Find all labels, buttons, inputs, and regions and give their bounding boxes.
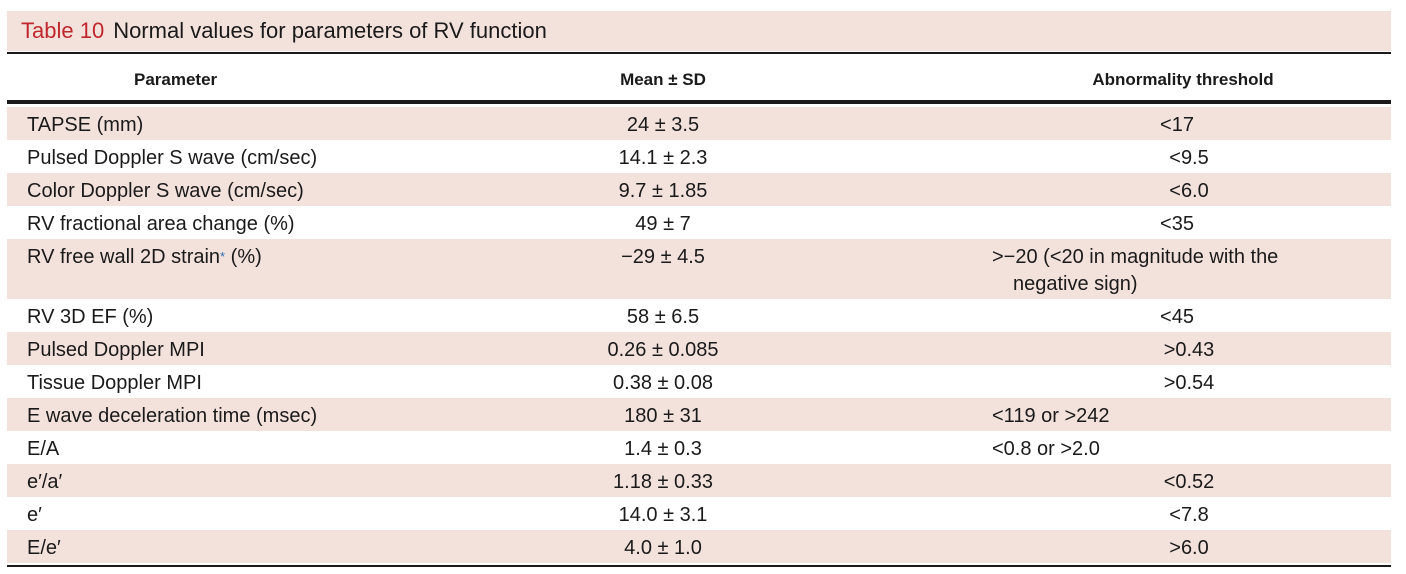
- table-label: Table 10: [21, 18, 105, 43]
- cell-threshold: >0.43: [1163, 339, 1215, 361]
- cell-mean-sd: 58 ± 6.5: [626, 306, 700, 328]
- cell-threshold: <0.52: [1163, 471, 1215, 493]
- cell-parameter: e′/a′: [27, 471, 63, 493]
- table-row: RV 3D EF (%) 58 ± 6.5 <45: [7, 299, 1391, 332]
- cell-parameter: RV free wall 2D strain* (%): [27, 245, 262, 269]
- table-title-bar: Table 10 Normal values for parameters of…: [7, 11, 1391, 51]
- header-rule: [7, 100, 1391, 104]
- cell-parameter: Color Doppler S wave (cm/sec): [27, 180, 304, 202]
- table-row: RV fractional area change (%) 49 ± 7 <35: [7, 206, 1391, 239]
- cell-threshold: >−20 (<20 in magnitude with the negative …: [992, 244, 1322, 298]
- cell-mean-sd: 49 ± 7: [635, 213, 691, 235]
- cell-threshold: <119 or >242: [992, 405, 1110, 427]
- cell-mean-sd: 180 ± 31: [624, 405, 702, 427]
- table-header-row: Parameter Mean ± SD Abnormality threshol…: [7, 56, 1391, 100]
- cell-parameter: Pulsed Doppler MPI: [27, 339, 205, 361]
- table-row: Pulsed Doppler S wave (cm/sec) 14.1 ± 2.…: [7, 140, 1391, 173]
- cell-threshold: <35: [1160, 213, 1194, 235]
- table-row: TAPSE (mm) 24 ± 3.5 <17: [7, 107, 1391, 140]
- cell-threshold: <6.0: [1169, 180, 1209, 202]
- cell-threshold: <45: [1160, 306, 1194, 328]
- table-row: Tissue Doppler MPI 0.38 ± 0.08 >0.54: [7, 365, 1391, 398]
- cell-parameter: E/A: [27, 438, 60, 460]
- cell-mean-sd: 0.38 ± 0.08: [613, 372, 713, 394]
- table-row: E/e′ 4.0 ± 1.0 >6.0: [7, 530, 1391, 563]
- cell-mean-sd: 0.26 ± 0.085: [607, 339, 719, 361]
- bottom-rule: [7, 565, 1391, 567]
- cell-threshold: >6.0: [1169, 537, 1209, 559]
- cell-mean-sd: 1.18 ± 0.33: [613, 471, 713, 493]
- cell-threshold: <17: [1160, 114, 1194, 136]
- table-row: RV free wall 2D strain* (%) −29 ± 4.5 >−…: [7, 239, 1391, 299]
- cell-mean-sd: 9.7 ± 1.85: [618, 180, 708, 202]
- cell-mean-sd: 4.0 ± 1.0: [624, 537, 702, 559]
- header-mean-sd: Mean ± SD: [620, 70, 706, 89]
- table-body: TAPSE (mm) 24 ± 3.5 <17 Pulsed Doppler S…: [7, 107, 1391, 563]
- cell-threshold: <0.8 or >2.0: [992, 438, 1100, 460]
- cell-mean-sd: 14.1 ± 2.3: [618, 147, 708, 169]
- cell-parameter: E wave deceleration time (msec): [27, 405, 318, 427]
- cell-threshold: <9.5: [1169, 147, 1209, 169]
- cell-parameter: RV 3D EF (%): [27, 306, 154, 328]
- cell-mean-sd: −29 ± 4.5: [621, 246, 705, 268]
- table-row: e′ 14.0 ± 3.1 <7.8: [7, 497, 1391, 530]
- cell-parameter: TAPSE (mm): [27, 114, 144, 136]
- table-row: E wave deceleration time (msec) 180 ± 31…: [7, 398, 1391, 431]
- cell-parameter: Tissue Doppler MPI: [27, 372, 202, 394]
- cell-threshold-line2: negative sign): [1013, 273, 1138, 295]
- table-row: E/A 1.4 ± 0.3 <0.8 or >2.0: [7, 431, 1391, 464]
- header-abnormality-threshold: Abnormality threshold: [1092, 70, 1274, 89]
- top-rule: [7, 52, 1391, 54]
- cell-parameter: RV fractional area change (%): [27, 213, 295, 235]
- cell-parameter-text: RV free wall 2D strain: [27, 246, 221, 268]
- cell-parameter: Pulsed Doppler S wave (cm/sec): [27, 147, 318, 169]
- cell-parameter: e′: [27, 504, 42, 526]
- table-row: e′/a′ 1.18 ± 0.33 <0.52: [7, 464, 1391, 497]
- cell-threshold-line1: >−20 (<20 in magnitude with the: [992, 246, 1279, 268]
- cell-threshold: >0.54: [1163, 372, 1215, 394]
- cell-mean-sd: 1.4 ± 0.3: [624, 438, 702, 460]
- cell-parameter: E/e′: [27, 537, 61, 559]
- cell-threshold: <7.8: [1169, 504, 1209, 526]
- footnote-marker: *: [220, 249, 226, 264]
- table-row: Pulsed Doppler MPI 0.26 ± 0.085 >0.43: [7, 332, 1391, 365]
- cell-parameter-unit: (%): [225, 246, 262, 268]
- cell-mean-sd: 24 ± 3.5: [626, 114, 700, 136]
- header-parameter: Parameter: [134, 70, 218, 89]
- cell-mean-sd: 14.0 ± 3.1: [618, 504, 708, 526]
- table-title: Normal values for parameters of RV funct…: [113, 18, 547, 43]
- table-row: Color Doppler S wave (cm/sec) 9.7 ± 1.85…: [7, 173, 1391, 206]
